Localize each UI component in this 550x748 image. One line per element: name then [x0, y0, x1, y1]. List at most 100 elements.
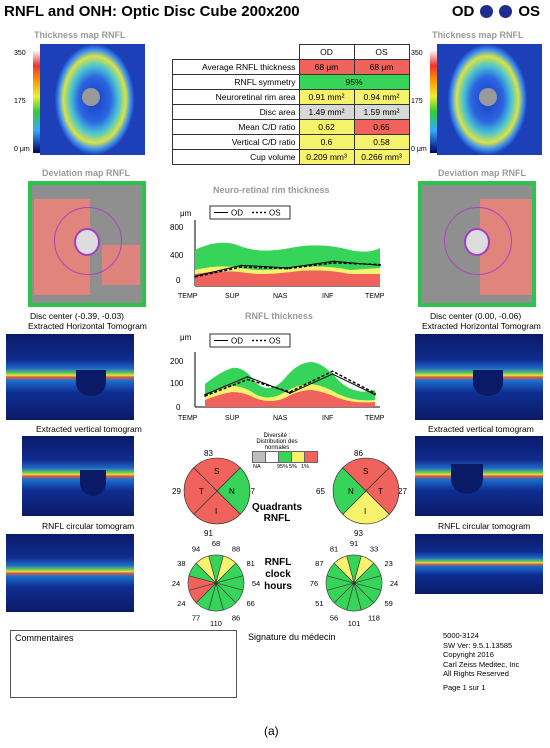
point-os-inf — [331, 370, 334, 373]
comments-box[interactable]: Commentaires — [10, 630, 237, 698]
distribution-title-line2: Distribution des normales — [256, 439, 298, 451]
os-optic-disc-icon — [479, 88, 497, 106]
os-clock-value: 87 — [315, 559, 323, 568]
od-clock-value: 38 — [177, 559, 185, 568]
rnfl-xtick: NAS — [273, 415, 288, 422]
od-clock-value: 81 — [246, 559, 254, 568]
rnfl-xtick: SUP — [225, 415, 240, 422]
rim-xtick: NAS — [273, 293, 288, 300]
od-disc-outline-icon — [74, 228, 100, 256]
os-letter-n: N — [348, 487, 354, 496]
od-quadrant-i — [193, 490, 241, 525]
quadrants-label-line2: RNFL — [263, 513, 291, 524]
os-letter-i: I — [364, 507, 366, 516]
rim-legend-od: OD — [231, 209, 243, 218]
point-od-nas — [289, 392, 291, 395]
od-letter-s: S — [214, 467, 219, 476]
rim-thickness-chart: μm 800 400 0 OD OS TEMP SUP NAS INF TEMP — [170, 205, 385, 300]
od-circular-tomogram-label: RNFL circular tomogram — [42, 521, 135, 531]
metrics-table: OD OS Average RNFL thickness 68 μm 68 μm… — [172, 44, 410, 165]
rim-ytick-0: 0 — [176, 276, 181, 285]
rnfl-ytick-200: 200 — [170, 357, 184, 366]
os-scale-min: 0 μm — [411, 146, 427, 153]
od-clock-chart: 68 88 81 54 66 86 110 77 24 24 38 94 — [172, 539, 260, 628]
od-value: 0.91 mm² — [298, 89, 355, 105]
od-clock-value: 110 — [210, 619, 222, 628]
os-quadrant-t — [365, 467, 400, 515]
os-value: 0.266 mm³ — [353, 149, 410, 165]
clock-hours-label: RNFL clock hours — [258, 557, 298, 593]
rnfl-legend-od: OD — [231, 337, 243, 346]
os-horizontal-tomogram-label: Extracted Horizontal Tomogram — [422, 321, 541, 331]
report-title: RNFL and ONH: Optic Disc Cube 200x200 — [4, 3, 300, 20]
rim-ytick-400: 400 — [170, 251, 184, 260]
comments-label: Commentaires — [15, 633, 74, 643]
od-scale-mid: 175 — [14, 98, 26, 105]
info-line: Copyright 2016 — [443, 650, 494, 659]
row-label: Vertical C/D ratio — [172, 134, 300, 150]
od-clock-sector — [195, 555, 217, 585]
os-label: OS — [518, 3, 540, 20]
point-od-temp — [374, 393, 376, 396]
od-quadrant-s — [193, 457, 241, 492]
point-os-sup — [240, 266, 243, 268]
od-label: OD — [451, 3, 475, 20]
os-quadrant-n-value: 65 — [316, 487, 325, 496]
os-clock-value: 101 — [348, 619, 361, 628]
od-color-scale — [33, 50, 40, 153]
od-optic-disc-icon — [82, 88, 100, 106]
col-od: OD — [298, 44, 355, 60]
os-letter-s: S — [363, 467, 368, 476]
dist-label-95: 95% — [277, 464, 289, 470]
od-circular-tomogram — [6, 534, 134, 612]
dist-label-1: 1% — [301, 464, 309, 470]
od-clock-value: 88 — [232, 544, 240, 553]
clock-label-line3: hours — [264, 581, 292, 592]
os-clock-value: 24 — [390, 579, 398, 588]
point-os-temp — [379, 263, 381, 266]
row-label: Average RNFL thickness — [172, 59, 300, 75]
point-os-inf — [332, 262, 335, 264]
software-info: 5000-3124 SW Ver: 9.5.1.13585 Copyright … — [443, 631, 519, 692]
row-label: Disc area — [172, 104, 300, 120]
od-letter-t: T — [199, 487, 204, 496]
os-scale-mid: 175 — [411, 98, 423, 105]
os-clock-value: 56 — [330, 614, 338, 623]
os-circular-tomogram — [415, 534, 543, 594]
os-quadrant-i — [342, 490, 390, 525]
point-os-temp — [204, 395, 206, 397]
od-vertical-cup — [80, 470, 106, 496]
row-label: Neuroretinal rim area — [172, 89, 300, 105]
od-quadrant-i-value: 91 — [204, 529, 213, 538]
od-value: 0.209 mm³ — [298, 149, 355, 165]
od-quadrant-n — [216, 467, 251, 515]
od-value: 0.6 — [298, 134, 355, 150]
rnfl-xtick: TEMP — [365, 415, 385, 422]
rim-band-red — [195, 270, 380, 286]
od-letter-i: I — [215, 507, 217, 516]
od-cup-depression — [76, 370, 106, 396]
os-disc-center: Disc center (0.00, -0.06) — [430, 311, 522, 321]
os-value: 68 μm — [353, 59, 410, 75]
os-scale-max: 350 — [411, 50, 423, 57]
od-clock-value: 24 — [177, 599, 185, 608]
od-quadrant-t-value: 29 — [172, 487, 181, 496]
row-label: Cup volume — [172, 149, 300, 165]
od-scan-circle — [54, 207, 122, 275]
os-quadrant-s — [342, 457, 390, 492]
od-value: 68 μm — [298, 59, 355, 75]
point-od-inf — [332, 260, 335, 263]
rim-chart-title: Neuro-retinal rim thickness — [213, 185, 330, 195]
os-deviation-map — [418, 181, 536, 307]
os-clock-value: 23 — [384, 559, 392, 568]
rnfl-chart-title: RNFL thickness — [245, 311, 313, 321]
os-clock-value: 81 — [330, 544, 338, 553]
os-clock-value: 91 — [350, 539, 358, 548]
point-os-nas — [286, 267, 289, 270]
point-os-sup — [246, 378, 249, 381]
os-clock-value: 76 — [310, 579, 318, 588]
quadrants-label-line1: Quadrants — [252, 502, 303, 513]
rim-ytick-800: 800 — [170, 223, 184, 232]
od-quadrant-n-value: 67 — [246, 487, 255, 496]
rnfl-legend-os: OS — [269, 337, 281, 346]
